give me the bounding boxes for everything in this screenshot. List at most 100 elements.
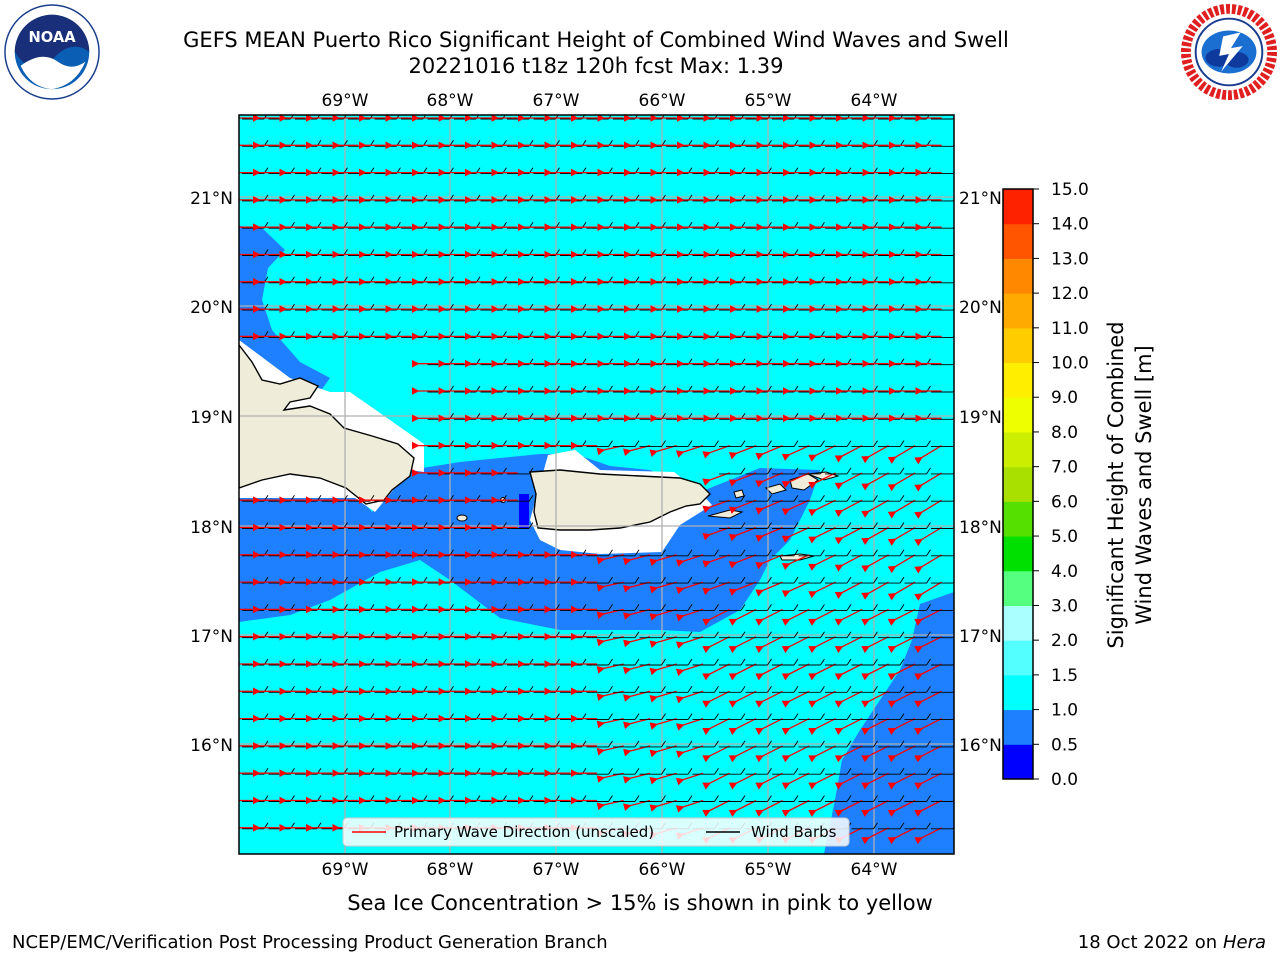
- wind-barb: [851, 767, 878, 775]
- wave-direction-arrow: [781, 718, 810, 736]
- wave-direction-arrow: [861, 472, 889, 491]
- wind-barb: [719, 658, 746, 666]
- wave-direction-arrow: [702, 608, 730, 626]
- wind-barb: [772, 522, 799, 529]
- wind-barb: [666, 631, 693, 639]
- wave-direction-arrow: [781, 663, 810, 681]
- lon-label-bottom: 67°W: [533, 860, 580, 880]
- wind-barb: [719, 795, 746, 802]
- wind-barb: [719, 440, 746, 448]
- noaa-logo: NOAA: [4, 4, 100, 100]
- wave-direction-arrow: [808, 690, 836, 708]
- wave-zone-northwest: [239, 226, 330, 398]
- wind-barb: [825, 522, 852, 529]
- wave-direction-arrow: [914, 690, 942, 708]
- wave-direction-arrow: [887, 472, 916, 492]
- wind-barb: [745, 658, 772, 666]
- colorbar-tick-label: 14.0: [1051, 215, 1089, 235]
- wind-barb: [586, 604, 613, 611]
- wave-direction-arrow: [914, 772, 942, 790]
- wind-barb: [798, 740, 825, 748]
- lon-label-bottom: 68°W: [427, 860, 474, 880]
- wind-barb: [745, 631, 772, 639]
- wave-direction-arrow: [781, 499, 810, 516]
- wave-direction-arrow: [755, 745, 783, 763]
- colorbar-tick-label: 9.0: [1051, 388, 1078, 408]
- wind-barb: [798, 795, 825, 802]
- footer-machine: Hera: [1222, 932, 1266, 953]
- lon-label-top: 67°W: [533, 91, 580, 111]
- wind-barb: [851, 467, 878, 475]
- wind-barb: [825, 440, 852, 448]
- colorbar-tick-label: 12.0: [1051, 284, 1089, 304]
- wind-barb: [507, 494, 534, 502]
- wind-barb: [692, 631, 719, 639]
- wave-direction-arrow: [728, 745, 757, 763]
- colorbar-swatch: [1003, 466, 1033, 502]
- wind-barb: [613, 795, 640, 802]
- wave-direction-arrow: [887, 745, 916, 763]
- colorbar-tick-label: 11.0: [1051, 319, 1089, 339]
- map-plot-area: [239, 115, 954, 854]
- wind-barb: [798, 686, 825, 693]
- wind-barb: [639, 658, 666, 666]
- wind-barb: [586, 658, 613, 666]
- wind-barb: [904, 713, 931, 721]
- colorbar-tick-label: 13.0: [1051, 249, 1089, 269]
- wind-barb: [692, 740, 719, 748]
- wave-direction-arrow: [702, 690, 730, 708]
- wind-barb: [719, 631, 746, 639]
- wind-barb: [666, 767, 693, 775]
- wind-barb: [825, 713, 852, 721]
- wind-barb: [666, 440, 693, 448]
- wave-direction-arrow: [887, 772, 916, 790]
- wind-barb: [666, 686, 693, 693]
- wind-barb: [825, 467, 852, 475]
- colorbar-tick-label: 2.0: [1051, 631, 1078, 651]
- wind-barb: [586, 440, 613, 448]
- wind-barb: [719, 604, 746, 611]
- wave-direction-arrow: [861, 772, 889, 790]
- wave-direction-arrow: [834, 445, 863, 463]
- wind-barb: [878, 795, 905, 802]
- wind-barb: [507, 522, 534, 529]
- wave-direction-arrow: [887, 554, 916, 574]
- wind-barb: [639, 604, 666, 611]
- wind-barb: [878, 440, 905, 448]
- wind-barb: [639, 549, 666, 557]
- wind-barb: [772, 740, 799, 748]
- wind-barb: [666, 713, 693, 721]
- wave-direction-arrow: [808, 554, 836, 571]
- wind-barb: [904, 604, 931, 611]
- wind-barb: [613, 658, 640, 666]
- lon-label-top: 65°W: [745, 91, 792, 111]
- footer-date: 18 Oct 2022 on Hera: [1078, 932, 1266, 953]
- wind-barb: [904, 631, 931, 639]
- wind-barb: [878, 549, 905, 557]
- wave-direction-arrow: [755, 690, 783, 708]
- wave-direction-arrow: [914, 581, 942, 601]
- lat-label-left: 17°N: [190, 627, 233, 647]
- wind-barb: [613, 713, 640, 721]
- lon-label-bottom: 69°W: [322, 860, 369, 880]
- wave-direction-arrow: [914, 745, 942, 763]
- colorbar-tick-label: 0.5: [1051, 735, 1078, 755]
- wind-barb: [745, 740, 772, 748]
- wind-barb: [586, 549, 613, 557]
- wave-direction-arrow: [808, 472, 836, 489]
- wind-barb: [719, 467, 746, 475]
- colorbar-swatch: [1003, 293, 1033, 329]
- wind-barb: [745, 604, 772, 611]
- wind-barb: [586, 686, 613, 693]
- wind-barb: [904, 467, 931, 475]
- wind-barb: [798, 631, 825, 639]
- wind-barb: [745, 467, 772, 475]
- wind-barb: [745, 522, 772, 529]
- colorbar-tick-label: 0.0: [1051, 770, 1078, 790]
- island-st-thomas: [765, 483, 787, 495]
- lat-label-left: 18°N: [190, 518, 233, 538]
- wind-barb: [586, 631, 613, 639]
- wave-direction-arrow: [755, 663, 783, 681]
- wave-direction-arrow: [834, 608, 863, 626]
- wind-barb: [825, 631, 852, 639]
